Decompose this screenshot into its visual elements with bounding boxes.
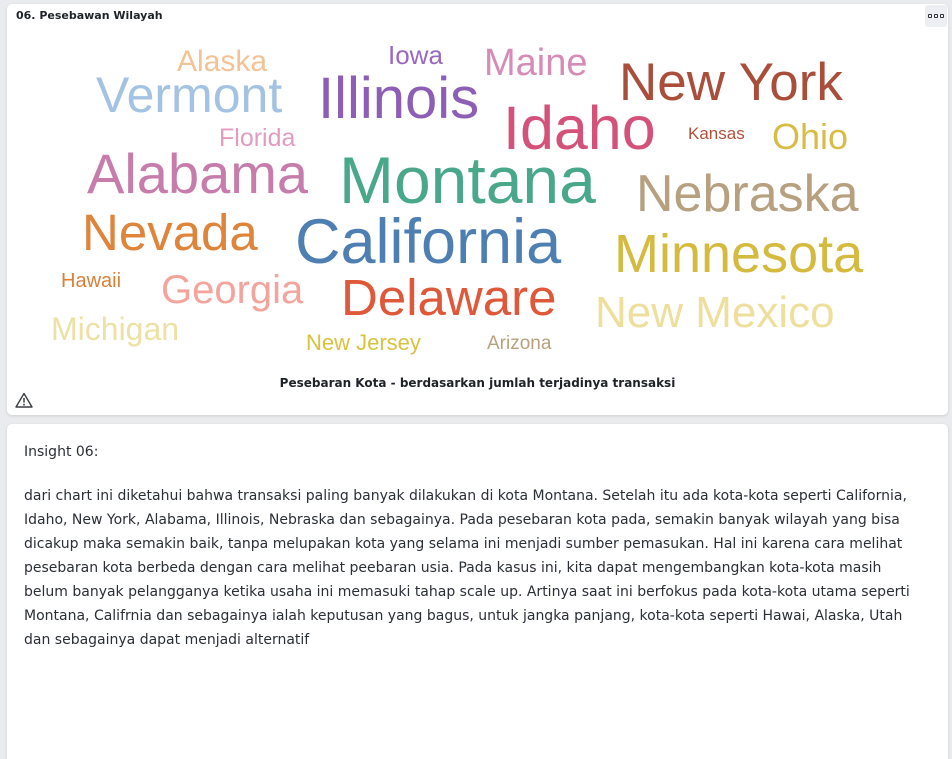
word-new-york[interactable]: New York	[619, 53, 843, 112]
word-nevada[interactable]: Nevada	[82, 204, 258, 261]
word-new-jersey[interactable]: New Jersey	[306, 330, 421, 355]
panel-title: 06. Pesebawan Wilayah	[16, 9, 163, 22]
word-arizona[interactable]: Arizona	[487, 333, 552, 354]
word-kansas[interactable]: Kansas	[688, 124, 745, 143]
insight-title: Insight 06:	[24, 444, 99, 460]
word-maine[interactable]: Maine	[484, 42, 588, 84]
word-vermont[interactable]: Vermont	[96, 67, 283, 123]
warning-icon[interactable]	[15, 392, 33, 408]
word-illinois[interactable]: Illinois	[318, 66, 480, 131]
word-nebraska[interactable]: Nebraska	[636, 165, 859, 223]
word-new-mexico[interactable]: New Mexico	[595, 288, 835, 337]
word-cloud: Montana California Idaho Alabama Illinois New…	[7, 4, 948, 374]
more-options-icon[interactable]	[925, 5, 947, 27]
word-alaska[interactable]: Alaska	[177, 45, 268, 78]
word-delaware[interactable]: Delaware	[341, 269, 557, 326]
word-florida[interactable]: Florida	[219, 124, 296, 152]
word-minnesota[interactable]: Minnesota	[614, 224, 864, 284]
word-georgia[interactable]: Georgia	[161, 268, 304, 312]
chart-caption: Pesebaran Kota - berdasarkan jumlah terj…	[279, 376, 676, 390]
word-michigan[interactable]: Michigan	[51, 311, 180, 347]
insight-text: dari chart ini diketahui bahwa transaksi…	[24, 488, 910, 648]
word-alabama[interactable]: Alabama	[87, 142, 309, 205]
word-montana[interactable]: Montana	[339, 143, 596, 217]
word-hawaii[interactable]: Hawaii	[61, 270, 122, 292]
word-idaho[interactable]: Idaho	[503, 94, 656, 162]
word-ohio[interactable]: Ohio	[772, 116, 849, 157]
word-iowa[interactable]: Iowa	[388, 40, 443, 70]
word-california[interactable]: California	[295, 207, 562, 277]
insight-panel: Insight 06: dari chart ini diketahui bah…	[7, 424, 948, 759]
wordcloud-panel: 06. Pesebawan Wilayah Montana California I…	[7, 4, 948, 415]
